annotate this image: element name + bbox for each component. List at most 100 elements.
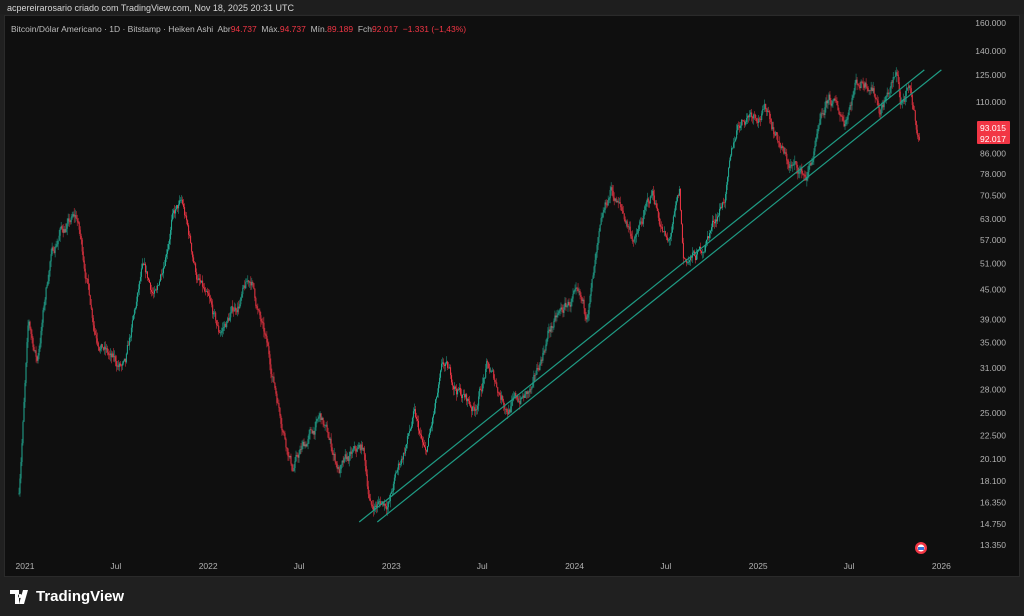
candle (385, 506, 387, 510)
trendline[interactable] (358, 69, 925, 523)
candle (92, 317, 94, 326)
candle (556, 315, 558, 318)
candle (135, 301, 137, 308)
candle (618, 202, 620, 203)
candle (788, 164, 790, 168)
candle (880, 108, 882, 115)
candle (43, 305, 45, 311)
candle (603, 209, 605, 213)
candle (26, 342, 28, 363)
candle (458, 389, 460, 391)
candle (868, 90, 870, 92)
candle (893, 77, 895, 78)
time-tick-label: 2021 (16, 561, 35, 571)
candle (237, 306, 239, 313)
candle (622, 210, 624, 214)
candle (599, 224, 601, 232)
candle (856, 79, 858, 84)
candle (125, 353, 127, 363)
price-tick-label: 22.500 (980, 430, 1006, 440)
candle (495, 381, 497, 383)
candle (660, 226, 662, 228)
candle (738, 125, 740, 126)
candle (84, 268, 86, 279)
candle (709, 233, 711, 239)
candle (727, 177, 729, 185)
tradingview-logo[interactable]: TradingView (10, 588, 124, 605)
candle (569, 304, 571, 307)
candle (87, 278, 89, 285)
candle (854, 82, 856, 91)
candle (444, 364, 446, 366)
candle (39, 343, 41, 349)
candle (849, 104, 851, 110)
candle (434, 408, 436, 415)
candle (690, 256, 692, 258)
candle (85, 278, 87, 279)
time-axis: 2021 Jul 2022 Jul 2023 Jul 2024 Jul 2025 Jul 2026 (16, 561, 952, 571)
candle (628, 226, 630, 228)
candle (48, 270, 50, 281)
candle (461, 394, 463, 399)
candle (450, 367, 452, 376)
event-marker-icon[interactable] (915, 542, 927, 554)
candle (647, 198, 649, 202)
candle (583, 299, 585, 309)
candle (432, 417, 434, 426)
candle (684, 258, 686, 260)
candle (740, 125, 742, 128)
chart-panel[interactable] (4, 15, 1020, 577)
candle (102, 347, 104, 350)
candle (726, 184, 728, 195)
candle (355, 448, 357, 452)
candle (502, 396, 504, 402)
candle (605, 202, 607, 205)
candle (588, 304, 590, 315)
candle (256, 306, 258, 309)
time-tick-label: 2022 (199, 561, 218, 571)
candle (454, 386, 456, 390)
trendline[interactable] (376, 69, 942, 523)
candle (650, 195, 652, 197)
candle (776, 132, 778, 135)
candle (435, 399, 437, 409)
candle (463, 394, 465, 395)
candle (550, 325, 552, 332)
candle (220, 332, 222, 334)
candle (184, 207, 186, 216)
candle (367, 486, 369, 495)
candle (65, 228, 67, 233)
candle (794, 161, 796, 164)
candle (505, 409, 507, 410)
candle (93, 325, 95, 331)
candle (835, 100, 837, 101)
candle (518, 401, 520, 402)
candle (239, 304, 241, 309)
candle (328, 437, 330, 440)
candle (757, 121, 759, 123)
candle (900, 103, 902, 105)
candle (244, 285, 246, 289)
high-value: 94.737 (279, 24, 306, 34)
candle (455, 386, 457, 389)
candle (277, 402, 279, 404)
candle (741, 119, 743, 126)
price-tick-label: 45.000 (980, 285, 1006, 295)
candle (291, 463, 293, 471)
candle (391, 491, 393, 492)
candle (510, 406, 512, 413)
candle (481, 389, 483, 392)
candle (820, 113, 822, 120)
candle (476, 409, 478, 410)
candle (570, 301, 572, 307)
candle (83, 260, 85, 269)
candle (333, 453, 335, 455)
candle (316, 419, 318, 422)
candle (353, 446, 355, 450)
candle (496, 382, 498, 388)
candle (679, 188, 681, 211)
candle (340, 464, 342, 470)
candle (180, 199, 182, 201)
candle (490, 371, 492, 373)
